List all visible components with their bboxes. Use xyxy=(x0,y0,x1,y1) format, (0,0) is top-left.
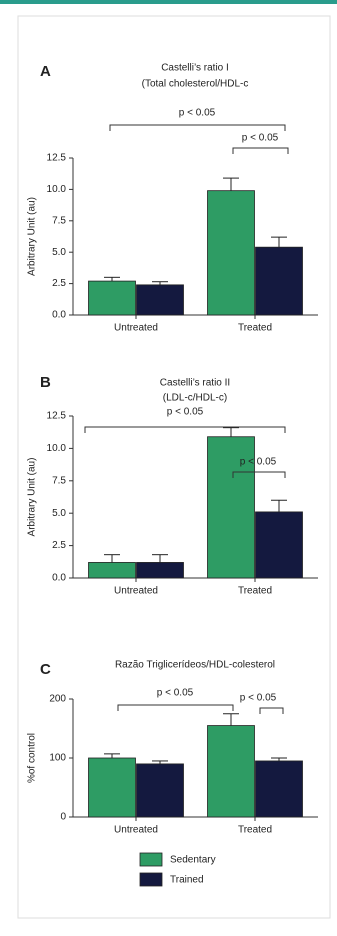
frame xyxy=(17,15,331,919)
bar xyxy=(136,763,184,818)
bar xyxy=(255,246,303,316)
significance-bracket xyxy=(117,704,234,711)
y-tick-label: 0 xyxy=(60,812,66,823)
bar xyxy=(207,190,255,316)
bar xyxy=(207,725,255,818)
legend-label: Sedentary xyxy=(170,855,216,866)
panel-label: A xyxy=(40,63,51,80)
panel-label: C xyxy=(40,661,51,678)
bar xyxy=(88,757,136,818)
chart-title: Razão Triglicerídeos/HDL-colesterol xyxy=(115,660,275,671)
significance-bracket xyxy=(232,471,286,478)
x-tick-label: Treated xyxy=(238,825,272,836)
significance-label: p < 0.05 xyxy=(179,108,216,119)
panel-label: B xyxy=(40,374,51,391)
x-tick-label: Treated xyxy=(238,323,272,334)
chart-subtitle: (Total cholesterol/HDL-c xyxy=(142,79,249,90)
significance-label: p < 0.05 xyxy=(167,407,204,418)
y-axis-label: Arbitrary Unit (au) xyxy=(27,197,38,276)
bar xyxy=(136,562,184,579)
bar xyxy=(136,284,184,316)
y-tick-label: 2.5 xyxy=(52,278,66,289)
chart-subtitle: (LDL-c/HDL-c) xyxy=(163,393,227,404)
significance-label: p < 0.05 xyxy=(240,693,277,704)
x-tick-label: Treated xyxy=(238,586,272,597)
x-tick-label: Untreated xyxy=(114,825,158,836)
y-tick-label: 12.5 xyxy=(47,153,67,164)
chart-title: Castelli’s ratio I xyxy=(161,63,229,74)
significance-bracket xyxy=(84,426,286,433)
y-axis-label: %of control xyxy=(27,733,38,783)
significance-bracket xyxy=(232,147,289,154)
x-tick-label: Untreated xyxy=(114,323,158,334)
y-tick-label: 0.0 xyxy=(52,310,66,321)
legend-swatch xyxy=(139,852,163,867)
x-tick-label: Untreated xyxy=(114,586,158,597)
y-tick-label: 5.0 xyxy=(52,247,66,258)
y-tick-label: 7.5 xyxy=(52,215,66,226)
top-rule xyxy=(0,0,337,4)
y-tick-label: 10.0 xyxy=(47,443,67,454)
significance-label: p < 0.05 xyxy=(240,457,277,468)
y-axis-label: Arbitrary Unit (au) xyxy=(27,458,38,537)
bar xyxy=(207,436,255,579)
legend-swatch xyxy=(139,872,163,887)
significance-label: p < 0.05 xyxy=(157,688,194,699)
y-tick-label: 200 xyxy=(49,694,66,705)
y-tick-label: 7.5 xyxy=(52,475,66,486)
bar xyxy=(88,280,136,316)
y-tick-label: 12.5 xyxy=(47,411,67,422)
y-tick-label: 10.0 xyxy=(47,184,67,195)
legend-label: Trained xyxy=(170,875,204,886)
significance-bracket xyxy=(109,124,286,131)
bar xyxy=(255,760,303,818)
y-tick-label: 2.5 xyxy=(52,540,66,551)
y-tick-label: 0.0 xyxy=(52,573,66,584)
y-tick-label: 5.0 xyxy=(52,508,66,519)
significance-bracket xyxy=(259,707,284,714)
bar xyxy=(88,562,136,579)
y-tick-label: 100 xyxy=(49,753,66,764)
significance-label: p < 0.05 xyxy=(242,133,279,144)
chart-title: Castelli’s ratio II xyxy=(160,378,230,389)
bar xyxy=(255,511,303,579)
